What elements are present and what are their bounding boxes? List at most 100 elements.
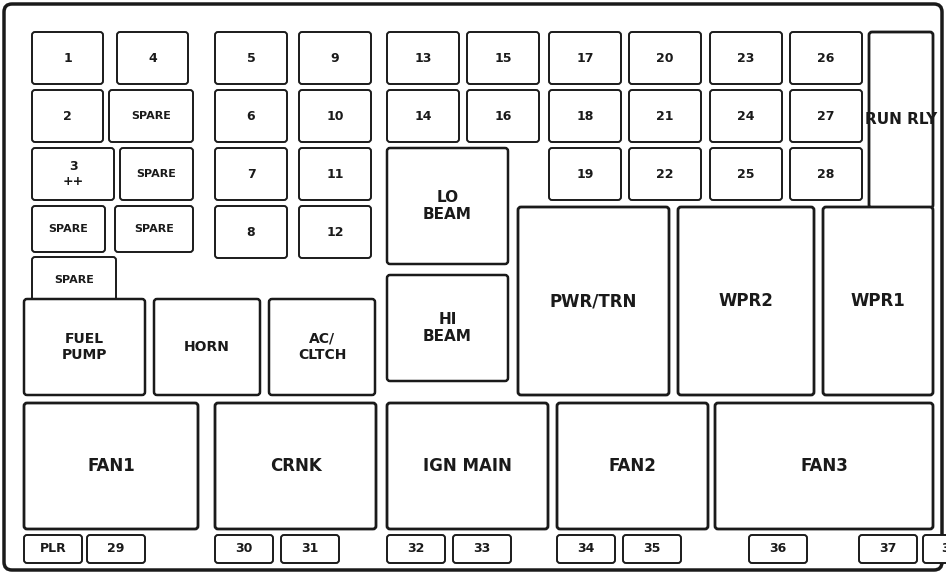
Text: LO
BEAM: LO BEAM	[423, 190, 472, 222]
FancyBboxPatch shape	[453, 535, 511, 563]
Text: SPARE: SPARE	[131, 111, 171, 121]
FancyBboxPatch shape	[215, 148, 287, 200]
Text: 34: 34	[577, 542, 595, 556]
FancyBboxPatch shape	[32, 206, 105, 252]
Text: IGN MAIN: IGN MAIN	[423, 457, 512, 475]
Text: 26: 26	[817, 52, 834, 64]
Text: FUEL
PUMP: FUEL PUMP	[61, 332, 107, 362]
FancyBboxPatch shape	[549, 32, 621, 84]
Text: 16: 16	[495, 110, 512, 122]
Text: 24: 24	[737, 110, 755, 122]
FancyBboxPatch shape	[710, 148, 782, 200]
FancyBboxPatch shape	[869, 32, 933, 208]
FancyBboxPatch shape	[87, 535, 145, 563]
Text: 7: 7	[247, 168, 255, 180]
FancyBboxPatch shape	[923, 535, 946, 563]
Text: SPARE: SPARE	[136, 169, 177, 179]
FancyBboxPatch shape	[120, 148, 193, 200]
Text: FAN2: FAN2	[608, 457, 657, 475]
Text: 3
++: 3 ++	[62, 160, 83, 188]
Text: 11: 11	[326, 168, 343, 180]
Text: 1: 1	[63, 52, 72, 64]
Text: FAN3: FAN3	[800, 457, 848, 475]
Text: 20: 20	[657, 52, 674, 64]
Text: 21: 21	[657, 110, 674, 122]
FancyBboxPatch shape	[215, 32, 287, 84]
FancyBboxPatch shape	[115, 206, 193, 252]
FancyBboxPatch shape	[215, 535, 273, 563]
Text: 38: 38	[941, 542, 946, 556]
FancyBboxPatch shape	[32, 148, 114, 200]
Text: 36: 36	[769, 542, 787, 556]
FancyBboxPatch shape	[790, 148, 862, 200]
FancyBboxPatch shape	[387, 148, 508, 264]
Text: 31: 31	[302, 542, 319, 556]
Text: SPARE: SPARE	[54, 275, 94, 285]
FancyBboxPatch shape	[710, 32, 782, 84]
FancyBboxPatch shape	[790, 90, 862, 142]
FancyBboxPatch shape	[299, 148, 371, 200]
FancyBboxPatch shape	[117, 32, 188, 84]
FancyBboxPatch shape	[623, 535, 681, 563]
Text: 25: 25	[737, 168, 755, 180]
FancyBboxPatch shape	[299, 206, 371, 258]
Text: AC/
CLTCH: AC/ CLTCH	[298, 332, 346, 362]
Text: 22: 22	[657, 168, 674, 180]
Text: WPR1: WPR1	[850, 292, 905, 310]
Text: 8: 8	[247, 226, 255, 239]
FancyBboxPatch shape	[387, 403, 548, 529]
FancyBboxPatch shape	[32, 90, 103, 142]
FancyBboxPatch shape	[715, 403, 933, 529]
Text: HORN: HORN	[184, 340, 230, 354]
FancyBboxPatch shape	[32, 257, 116, 303]
FancyBboxPatch shape	[859, 535, 917, 563]
FancyBboxPatch shape	[629, 90, 701, 142]
Text: 35: 35	[643, 542, 660, 556]
Text: 23: 23	[737, 52, 755, 64]
Text: 2: 2	[63, 110, 72, 122]
FancyBboxPatch shape	[281, 535, 339, 563]
FancyBboxPatch shape	[299, 32, 371, 84]
FancyBboxPatch shape	[467, 90, 539, 142]
FancyBboxPatch shape	[24, 535, 82, 563]
FancyBboxPatch shape	[387, 535, 445, 563]
Text: 12: 12	[326, 226, 343, 239]
Text: SPARE: SPARE	[48, 224, 88, 234]
FancyBboxPatch shape	[467, 32, 539, 84]
FancyBboxPatch shape	[518, 207, 669, 395]
Text: 37: 37	[880, 542, 897, 556]
FancyBboxPatch shape	[269, 299, 375, 395]
FancyBboxPatch shape	[710, 90, 782, 142]
FancyBboxPatch shape	[557, 535, 615, 563]
Text: 18: 18	[576, 110, 594, 122]
Text: 17: 17	[576, 52, 594, 64]
Text: 15: 15	[494, 52, 512, 64]
Text: 27: 27	[817, 110, 834, 122]
FancyBboxPatch shape	[549, 90, 621, 142]
FancyBboxPatch shape	[387, 275, 508, 381]
Text: 33: 33	[473, 542, 491, 556]
Text: FAN1: FAN1	[87, 457, 135, 475]
Text: 14: 14	[414, 110, 431, 122]
Text: 30: 30	[236, 542, 253, 556]
FancyBboxPatch shape	[823, 207, 933, 395]
Text: 19: 19	[576, 168, 594, 180]
Text: WPR2: WPR2	[719, 292, 774, 310]
Text: PLR: PLR	[40, 542, 66, 556]
FancyBboxPatch shape	[629, 148, 701, 200]
FancyBboxPatch shape	[24, 299, 145, 395]
Text: SPARE: SPARE	[134, 224, 174, 234]
Text: 29: 29	[107, 542, 125, 556]
FancyBboxPatch shape	[629, 32, 701, 84]
FancyBboxPatch shape	[24, 403, 198, 529]
FancyBboxPatch shape	[215, 90, 287, 142]
Text: PWR/TRN: PWR/TRN	[550, 292, 638, 310]
Text: CRNK: CRNK	[270, 457, 322, 475]
Text: 9: 9	[331, 52, 340, 64]
FancyBboxPatch shape	[215, 206, 287, 258]
FancyBboxPatch shape	[387, 32, 459, 84]
Text: 4: 4	[149, 52, 157, 64]
FancyBboxPatch shape	[387, 90, 459, 142]
Text: 28: 28	[817, 168, 834, 180]
FancyBboxPatch shape	[215, 403, 376, 529]
